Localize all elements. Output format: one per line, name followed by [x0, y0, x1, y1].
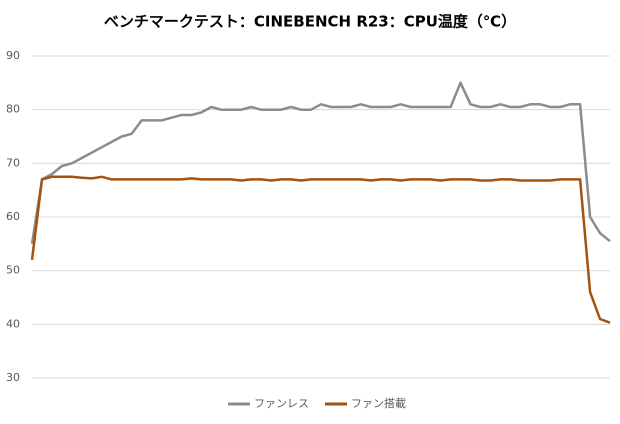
series-line	[30, 81, 611, 244]
y-tick-label: 70	[6, 156, 20, 169]
legend-label: ファン搭載	[351, 397, 406, 410]
y-tick-label: 60	[6, 210, 20, 223]
y-tick-label: 40	[6, 317, 20, 330]
legend-label: ファンレス	[254, 397, 309, 410]
y-tick-label: 90	[6, 49, 20, 62]
y-tick-label: 50	[6, 264, 20, 277]
series-line	[30, 175, 611, 324]
y-tick-label: 80	[6, 103, 20, 116]
y-tick-label: 30	[6, 371, 20, 384]
chart-title: ベンチマークテスト：CINEBENCH R23：CPU温度（℃）	[104, 13, 516, 31]
